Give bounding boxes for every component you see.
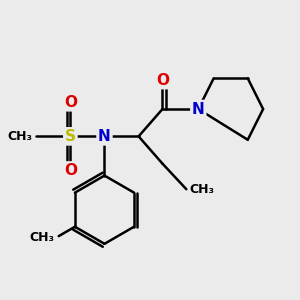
Text: CH₃: CH₃: [190, 183, 215, 196]
Text: O: O: [64, 163, 77, 178]
Text: S: S: [65, 129, 76, 144]
Text: O: O: [64, 95, 77, 110]
Text: N: N: [192, 102, 205, 117]
Text: N: N: [98, 129, 111, 144]
Text: CH₃: CH₃: [8, 130, 33, 143]
Text: CH₃: CH₃: [30, 231, 55, 244]
Text: O: O: [156, 73, 169, 88]
